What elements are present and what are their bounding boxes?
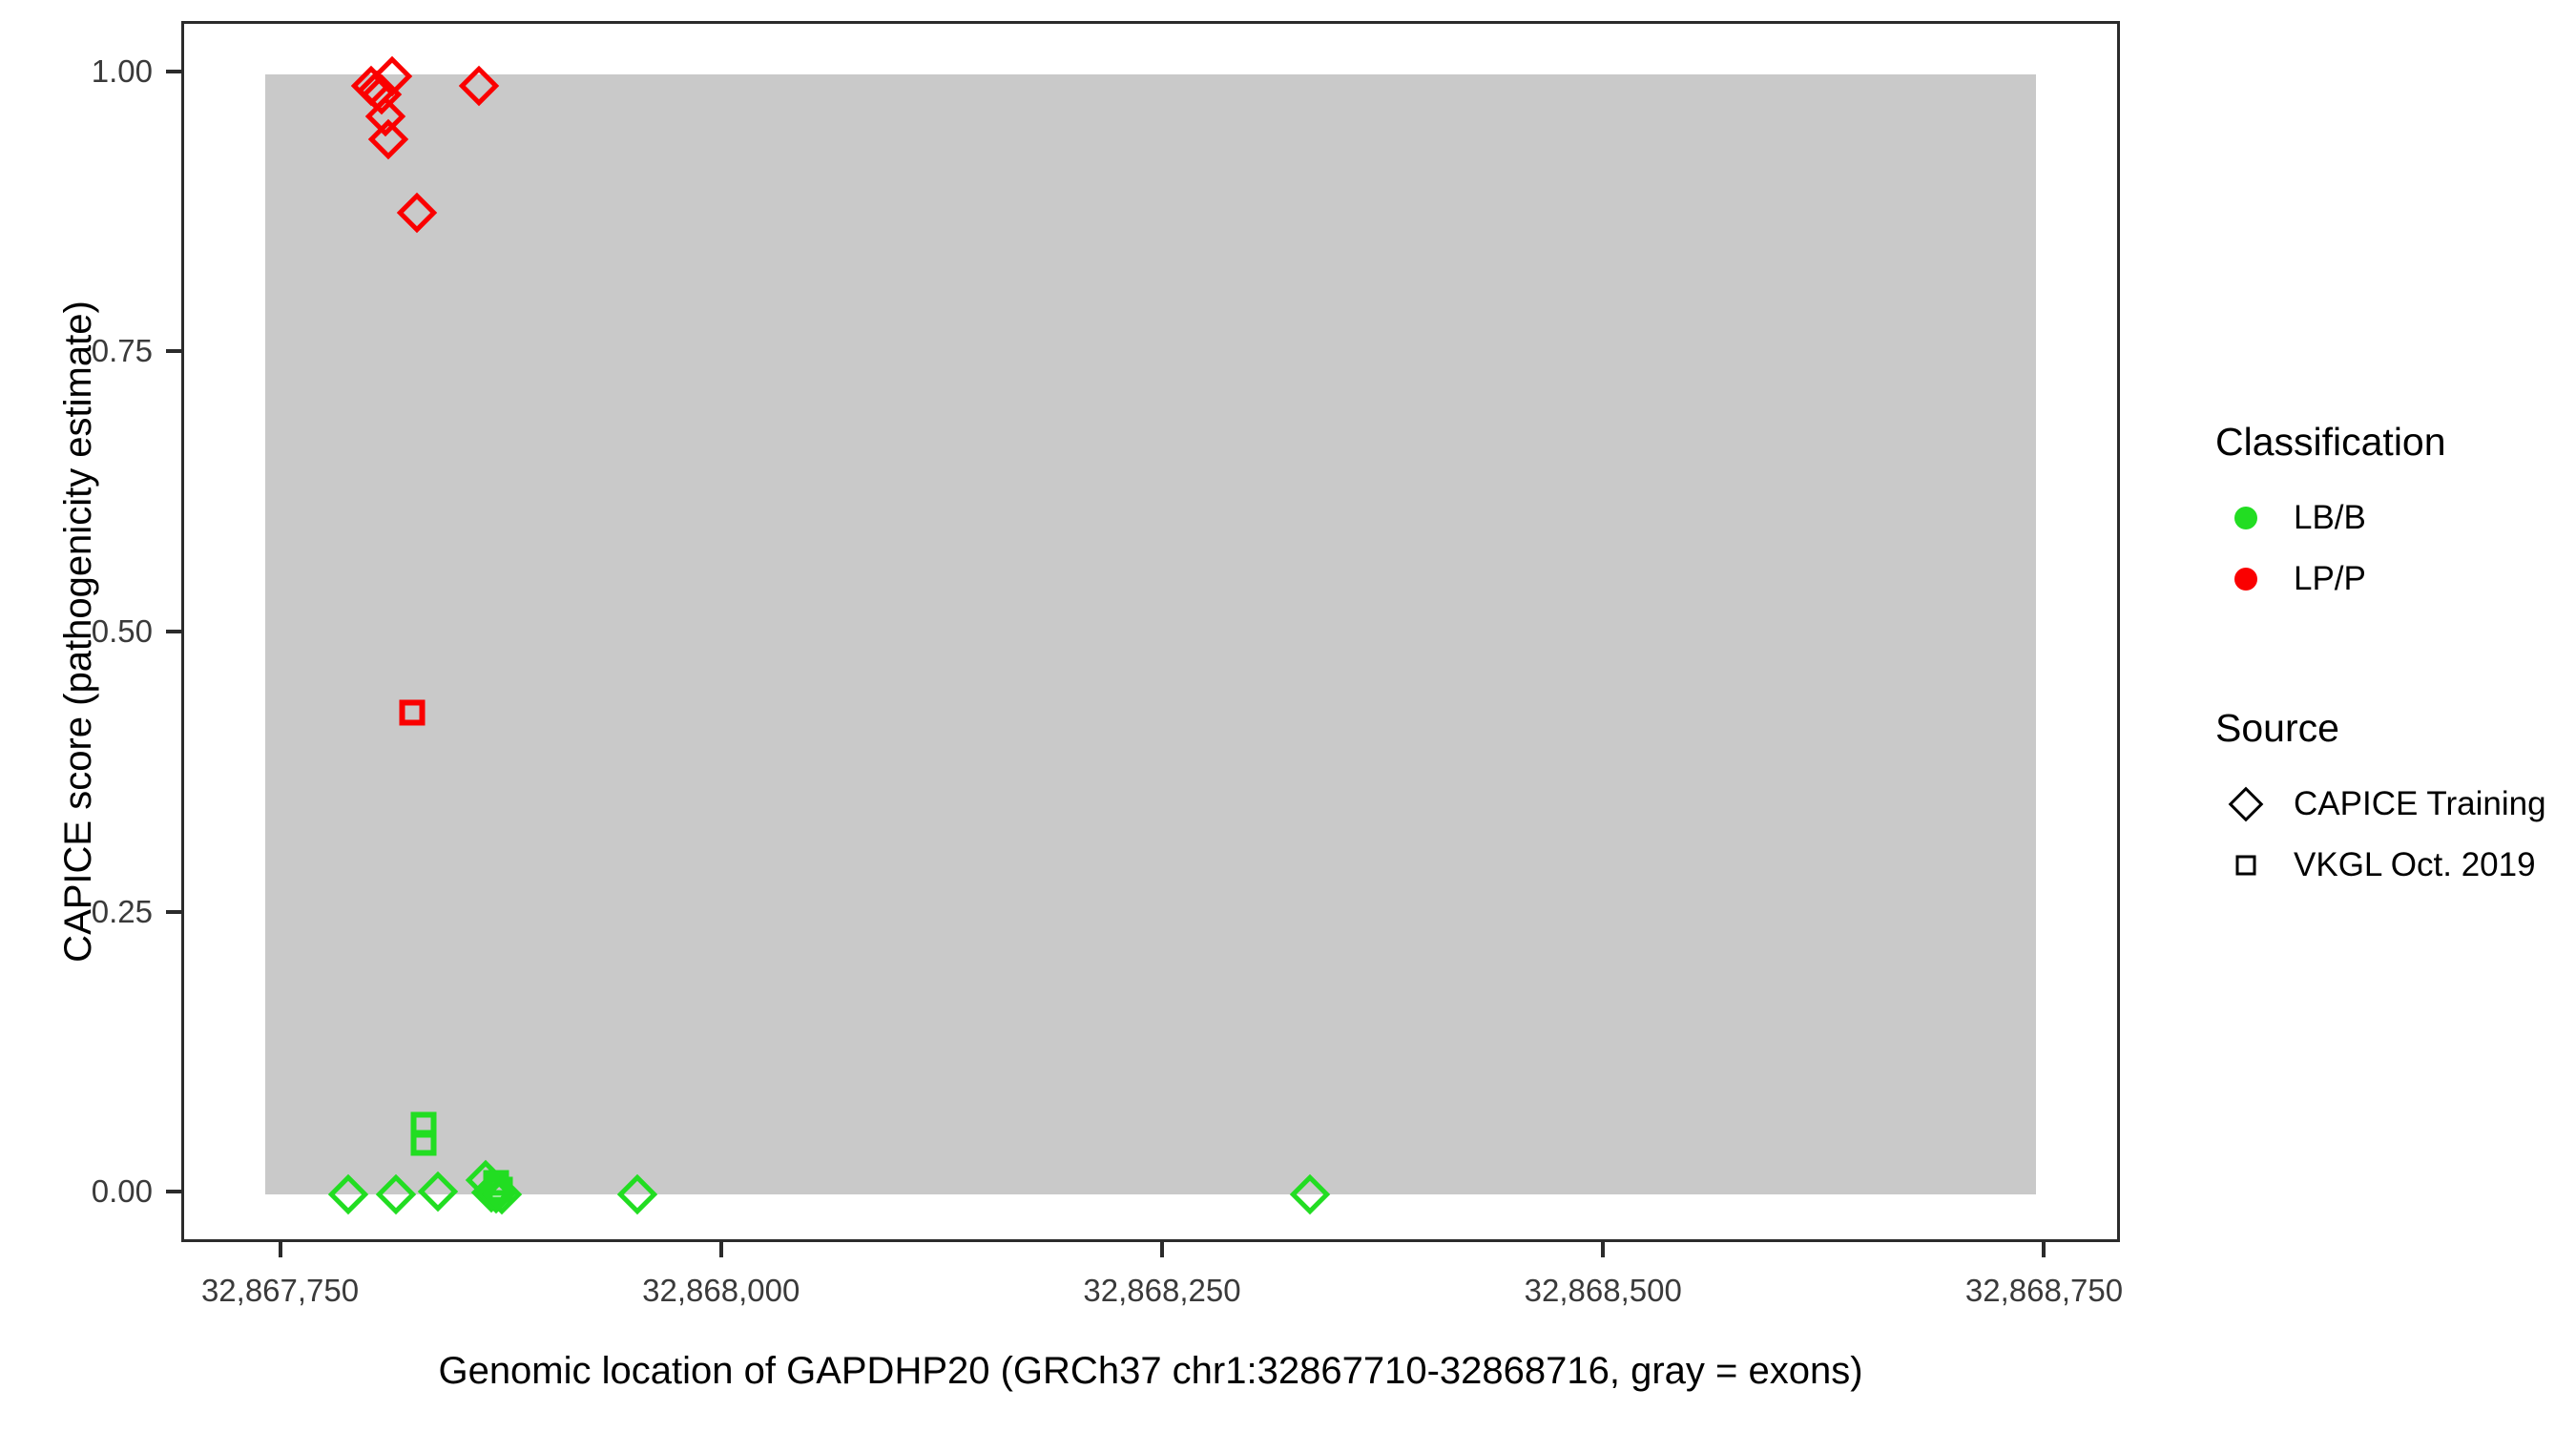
legend-item-capice-training[interactable]: CAPICE Training [2215,774,2546,835]
y-tick-mark [166,909,181,914]
x-tick-label: 32,868,500 [1524,1273,1682,1308]
diamond-outline-icon [2215,774,2276,835]
scatter-point-lb-b-capice [375,1173,417,1215]
scatter-point-lb-b-capice [616,1173,658,1215]
square-outline-icon [2215,835,2276,896]
x-tick-mark [278,1242,282,1257]
scatter-point-lp-p-capice [458,65,499,106]
x-axis-title: Genomic location of GAPDHP20 (GRCh37 chr… [438,1350,1863,1392]
scatter-point-lp-p-vkgl [399,699,425,726]
legend-source-items: CAPICE Training VKGL Oct. 2019 [2215,774,2546,896]
scatter-point-lb-b-vkgl [487,1176,513,1203]
filled-circle-icon [2215,549,2276,610]
x-tick-mark [718,1242,723,1257]
legend-item-vkgl-oct-2019[interactable]: VKGL Oct. 2019 [2215,835,2546,896]
y-tick-label: 1.00 [91,52,153,89]
y-tick-mark [166,1190,181,1194]
scatter-point-lb-b-capice [327,1173,369,1215]
legend-classification: Classification LB/B LP/P [2215,420,2446,610]
legend-item-label: LP/P [2294,560,2366,597]
legend-item-label: CAPICE Training [2294,785,2546,822]
y-tick-label: 0.25 [91,893,153,929]
exon-shaded-region [265,73,2037,1195]
x-tick-label: 32,868,250 [1083,1273,1241,1308]
scatter-points-layer [184,24,2117,1239]
x-tick-label: 32,868,000 [642,1273,800,1308]
x-tick-label: 32,868,750 [1964,1273,2124,1308]
y-tick-mark [166,349,181,354]
legend-classification-items: LB/B LP/P [2215,487,2446,610]
x-tick-mark [1601,1242,1606,1257]
x-tick-mark [2042,1242,2046,1257]
scatter-point-lb-b-vkgl [410,1130,437,1156]
x-tick-label: 32,867,750 [200,1273,360,1308]
y-tick-label: 0.75 [91,333,153,369]
legend-item-label: LB/B [2294,499,2366,536]
y-tick-mark [166,69,181,73]
scatter-point-lp-p-capice [396,193,438,234]
legend-item-lp-p[interactable]: LP/P [2215,549,2446,610]
scatter-point-lb-b-vkgl [483,1170,509,1196]
x-tick-mark [1160,1242,1165,1257]
scatter-point-lb-b-capice [418,1171,459,1212]
filled-circle-icon [2215,487,2276,549]
y-axis-title: CAPICE score (pathogenicity estimate) [57,301,99,963]
y-tick-mark [166,630,181,633]
legend-item-lb-b[interactable]: LB/B [2215,487,2446,549]
legend-classification-title: Classification [2215,420,2446,464]
legend-source: Source CAPICE Training VKGL Oct. 2019 [2215,706,2546,896]
y-tick-label: 0.50 [91,613,153,649]
y-tick-label: 0.00 [91,1173,153,1210]
plot-panel [181,21,2120,1242]
scatter-point-lb-b-capice [1289,1173,1330,1215]
legend-source-title: Source [2215,706,2339,750]
legend-item-label: VKGL Oct. 2019 [2294,846,2536,883]
